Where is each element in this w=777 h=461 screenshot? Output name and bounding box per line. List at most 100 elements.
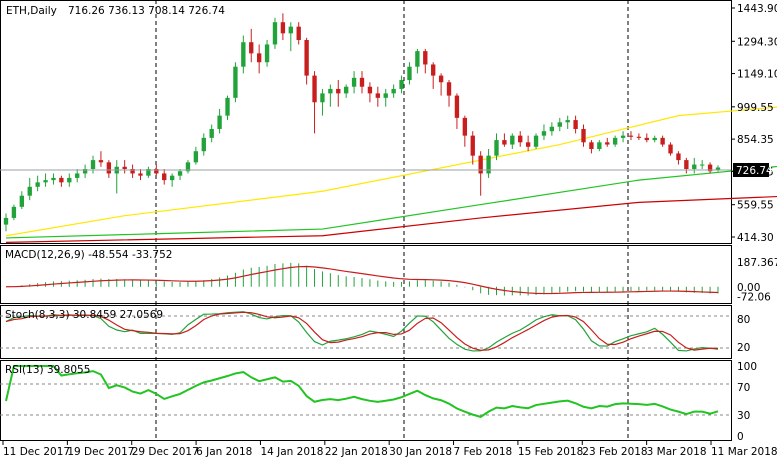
candle-body [573, 120, 578, 129]
candle [233, 62, 238, 103]
candle-body [344, 86, 349, 94]
candle-body [454, 95, 460, 118]
stoch-tick-label: 80 [737, 314, 750, 326]
candle [581, 124, 586, 147]
candle [676, 151, 681, 165]
candle-body [438, 75, 444, 83]
macd-tick-label: 187.367 [737, 257, 777, 269]
candle-body [383, 93, 388, 98]
candle [272, 17, 278, 49]
candle [146, 166, 151, 178]
candle-body [19, 195, 24, 207]
candle-body [288, 26, 293, 34]
candle [383, 88, 388, 107]
macd-tick-label: 0.00 [737, 282, 760, 294]
candle [597, 140, 602, 152]
candle [43, 173, 48, 187]
candle-body [43, 180, 48, 183]
candle-body [391, 88, 396, 94]
price-tick-label: 559.55 [737, 200, 774, 212]
candle-body [146, 169, 151, 176]
moving-averages [5, 106, 777, 244]
candle-body [51, 177, 56, 181]
candle-body [106, 162, 112, 174]
candle-body [533, 135, 539, 147]
candle-body [169, 175, 175, 181]
candle-body [185, 162, 191, 172]
candle [209, 124, 214, 143]
candle-body [612, 137, 618, 145]
candle-body [407, 66, 412, 81]
stoch-k-line [5, 311, 719, 352]
candle-body [256, 53, 262, 63]
price-tick-label: 1294.30 [737, 36, 777, 48]
candle [518, 131, 523, 147]
candle-body [581, 128, 586, 143]
candle [344, 84, 349, 98]
candle [494, 133, 499, 161]
candle [684, 157, 689, 174]
candle-body [415, 51, 420, 67]
candle-body [336, 88, 341, 94]
candle [454, 93, 460, 129]
rsi-tick-label: 70 [737, 382, 750, 394]
candle-body [684, 160, 689, 170]
candle-body [280, 22, 286, 34]
candle [75, 169, 80, 183]
price-tick-label: 1443.90 [737, 3, 777, 15]
candle-body [367, 86, 373, 94]
candle-body [75, 173, 80, 178]
time-tick-label: 23 Feb 2018 [582, 446, 647, 458]
candle [98, 151, 104, 167]
candle-body [312, 75, 317, 103]
candle-body [328, 88, 333, 94]
candle-body [217, 115, 222, 129]
candle [169, 173, 175, 187]
ma-green [5, 165, 777, 239]
candle [478, 151, 483, 196]
candle [407, 62, 412, 85]
candle [59, 175, 64, 187]
candle [692, 157, 697, 174]
candle [82, 164, 88, 178]
candle [660, 135, 665, 147]
time-tick-label: 22 Jan 2018 [325, 446, 388, 458]
candle-body [249, 42, 254, 54]
candle-body [462, 117, 468, 136]
candle [375, 86, 380, 107]
candle [589, 140, 594, 154]
candle-body [130, 169, 135, 174]
candle [415, 48, 420, 74]
rsi-title: RSI(13) 39.8055 [5, 364, 90, 376]
candle-body [652, 137, 657, 141]
price-tick-label: 999.55 [737, 102, 774, 114]
candle-body [82, 169, 88, 174]
macd-tick-label: -72.06 [737, 291, 771, 303]
candle-body [320, 93, 325, 103]
candle [336, 80, 341, 107]
stoch-title: Stoch(8,3,3) 30.8459 27.0569 [5, 309, 163, 321]
candle-body [470, 135, 475, 156]
candle [541, 124, 547, 141]
candle [668, 142, 673, 156]
candle-body [549, 126, 555, 132]
candle [193, 146, 199, 165]
candle-body [605, 142, 610, 145]
candle-body [636, 136, 642, 138]
candle [612, 135, 618, 147]
rsi-tick-label: 30 [737, 410, 750, 422]
time-tick-label: 14 Jan 2018 [260, 446, 323, 458]
candle [620, 131, 626, 143]
price-panel [0, 0, 732, 244]
candle-body [525, 142, 531, 147]
candle [423, 48, 428, 74]
candle [446, 80, 452, 107]
candle [605, 137, 610, 147]
candle-body [177, 171, 183, 176]
time-tick-label: 19 Dec 2017 [67, 446, 134, 458]
candle [359, 71, 365, 94]
candle-body [67, 177, 72, 183]
time-tick-label: 15 Feb 2018 [518, 446, 583, 458]
candle [628, 131, 634, 141]
